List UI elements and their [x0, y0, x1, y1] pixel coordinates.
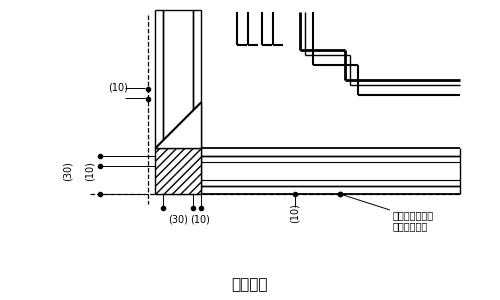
Text: (10): (10) — [108, 83, 128, 93]
Text: (10): (10) — [290, 203, 300, 223]
Text: 上部ボーダー冈
手すりを示す: 上部ボーダー冈 手すりを示す — [393, 210, 434, 232]
Text: (30): (30) — [63, 161, 73, 181]
Bar — [155, 148, 201, 194]
Text: 出隅平面: 出隅平面 — [232, 278, 268, 292]
Polygon shape — [155, 102, 201, 148]
Text: (10): (10) — [190, 215, 210, 225]
Text: (30): (30) — [168, 215, 188, 225]
Text: (10): (10) — [85, 161, 95, 181]
